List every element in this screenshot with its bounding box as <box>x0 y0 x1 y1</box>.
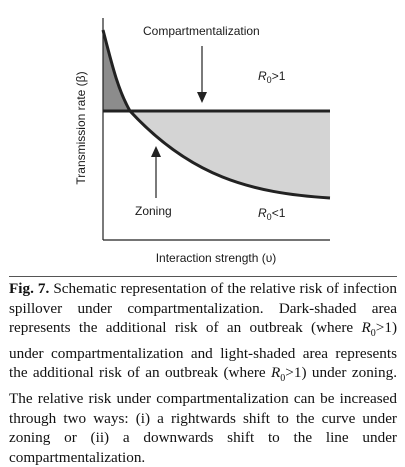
y-axis-label: Transmission rate (β) <box>74 71 88 184</box>
caption-r0-1: R <box>361 319 371 337</box>
r0-above-label: R0>1 <box>258 69 286 85</box>
caption-text-2: >1) under compartmentalization and light… <box>9 319 397 382</box>
zoning-curve <box>101 29 331 200</box>
caption-rule <box>9 276 397 277</box>
caption-text-1: Schematic representation of the relative… <box>9 280 397 337</box>
caption-fig-label: Fig. 7. <box>9 280 50 297</box>
compartmentalization-label: Compartmentalization <box>143 24 260 38</box>
caption-r0-sub-1: 0 <box>370 328 376 340</box>
figure-caption: Fig. 7. Schematic representation of the … <box>9 279 397 467</box>
caption-text-3: >1) under zoning. The relative risk unde… <box>9 364 397 466</box>
caption-r0-2: R <box>271 364 281 382</box>
x-axis-label: Interaction strength (υ) <box>156 251 277 265</box>
dark-shaded-area <box>103 30 130 111</box>
figure-diagram: Compartmentalization Zoning R0>1 R0<1 In… <box>74 18 331 265</box>
zoning-arrow-head <box>151 146 161 157</box>
caption-r0-sub-2: 0 <box>280 373 286 385</box>
r0-below-label: R0<1 <box>258 206 286 222</box>
zoning-label: Zoning <box>135 204 172 218</box>
light-shaded-area <box>130 111 330 198</box>
compartmentalization-arrow-head <box>197 92 207 103</box>
